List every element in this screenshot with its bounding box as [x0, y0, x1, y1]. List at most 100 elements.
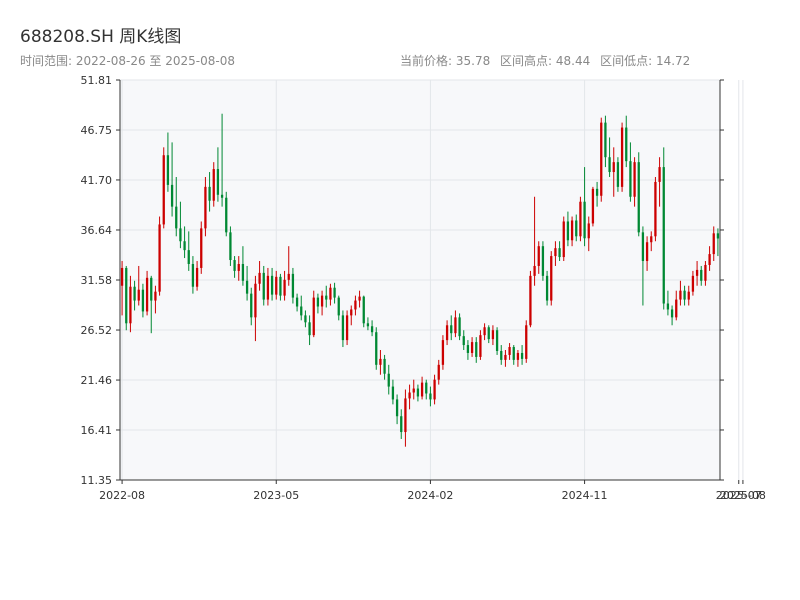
- candle-body: [404, 398, 407, 433]
- candle-body: [370, 326, 374, 333]
- candle-body: [362, 296, 365, 324]
- candle-body: [666, 303, 670, 310]
- candle-body: [191, 263, 195, 287]
- candle-body: [400, 416, 403, 433]
- y-tick-label: 21.46: [81, 374, 113, 387]
- date-range: 时间范围: 2022-08-26 至 2025-08-08: [20, 54, 235, 68]
- candle-body: [391, 386, 395, 400]
- candle-body: [712, 233, 715, 255]
- candle-body: [145, 277, 149, 312]
- candle-body: [120, 267, 124, 286]
- candle-body: [483, 327, 486, 336]
- candle-body: [566, 221, 570, 241]
- candle-body: [354, 300, 357, 310]
- candle-body: [700, 269, 703, 281]
- candle-body: [633, 162, 636, 197]
- candle-body: [425, 382, 428, 394]
- candle-body: [495, 330, 499, 351]
- candle-body: [450, 325, 453, 334]
- candle-body: [245, 280, 249, 294]
- candle-body: [508, 347, 511, 355]
- x-tick-label: 2025-08: [720, 489, 766, 502]
- candle-body: [237, 263, 240, 271]
- candle-body: [329, 287, 332, 300]
- candle-body: [579, 201, 582, 237]
- candle-body: [654, 181, 657, 237]
- candle-body: [583, 201, 586, 239]
- candle-body: [379, 358, 382, 365]
- candle-body: [195, 267, 199, 287]
- candle-body: [204, 186, 207, 229]
- candle-body: [479, 335, 482, 357]
- candle-body: [220, 194, 224, 198]
- candle-body: [462, 336, 465, 346]
- candle-body: [270, 275, 274, 295]
- candle-body: [550, 256, 553, 301]
- candle-body: [437, 364, 440, 380]
- candle-body: [625, 127, 628, 162]
- candle-body: [704, 264, 707, 281]
- candle-body: [475, 342, 478, 357]
- candle-body: [266, 275, 270, 300]
- candle-body: [595, 188, 599, 196]
- candle-body: [175, 206, 178, 229]
- x-tick-label: 2023-05: [253, 489, 299, 502]
- candle-body: [304, 315, 307, 323]
- candle-body: [233, 260, 236, 271]
- candle-body: [375, 332, 378, 365]
- candle-body: [670, 309, 674, 318]
- candle-body: [716, 233, 720, 239]
- candle-body: [129, 286, 132, 324]
- candle-body: [679, 290, 682, 300]
- candle-body: [429, 393, 432, 400]
- candle-body: [208, 186, 211, 201]
- candle-body: [616, 162, 620, 187]
- x-tick-label: 2024-11: [562, 489, 608, 502]
- candle-body: [587, 223, 590, 239]
- candle-body: [154, 291, 157, 301]
- candle-body: [312, 297, 315, 336]
- candle-body: [162, 155, 165, 225]
- candle-body: [137, 289, 140, 301]
- current-price: 当前价格: 35.78: [400, 54, 491, 68]
- candle-body: [491, 330, 495, 340]
- candle-body: [533, 265, 536, 276]
- candle-body: [350, 309, 353, 316]
- candle-body: [504, 354, 507, 360]
- y-tick-label: 36.64: [81, 224, 113, 237]
- candle-body: [545, 275, 549, 301]
- candle-body: [529, 275, 532, 326]
- candle-body: [179, 228, 182, 242]
- candle-body: [125, 267, 128, 324]
- candle-body: [591, 188, 595, 224]
- candle-body: [537, 246, 540, 266]
- range-high: 区间高点: 48.44: [500, 54, 591, 68]
- candle-body: [708, 254, 711, 265]
- candle-body: [658, 167, 661, 182]
- candle-body: [600, 122, 603, 196]
- candle-body: [366, 323, 370, 327]
- y-tick-label: 31.58: [81, 274, 113, 287]
- candle-body: [445, 325, 449, 341]
- candle-body: [320, 295, 324, 307]
- candle-body: [525, 325, 528, 359]
- candle-body: [241, 263, 245, 281]
- candle-body: [295, 297, 299, 307]
- candle-body: [262, 272, 265, 300]
- candle-body: [454, 317, 457, 334]
- candle-body: [433, 379, 436, 400]
- candle-body: [620, 127, 624, 187]
- candle-body: [650, 236, 653, 243]
- candle-body: [420, 382, 424, 397]
- candle-body: [470, 342, 474, 353]
- candle-body: [216, 169, 220, 195]
- candle-body: [187, 250, 190, 264]
- candle-body: [416, 388, 420, 397]
- candle-body: [341, 315, 345, 341]
- y-tick-label: 51.81: [81, 74, 113, 87]
- candle-body: [229, 232, 232, 261]
- candle-body: [333, 287, 336, 298]
- range-low: 区间低点: 14.72: [600, 54, 691, 68]
- candle-body: [675, 299, 678, 318]
- candle-body: [695, 269, 699, 276]
